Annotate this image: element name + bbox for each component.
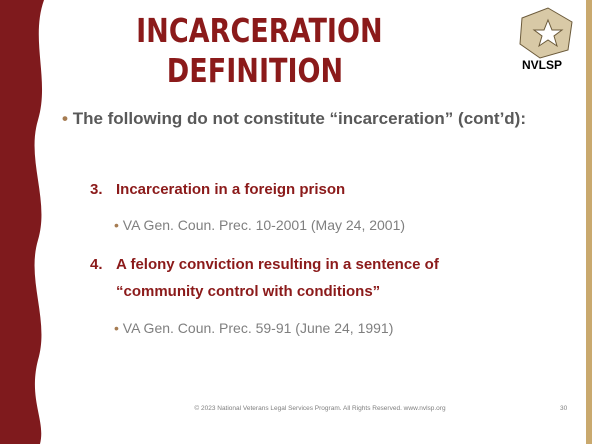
footer: © 2023 National Veterans Legal Services …: [194, 405, 446, 412]
title-line: INCARCERATION: [136, 11, 383, 50]
logo-mark: [519, 7, 573, 59]
intro: • The following do not constitute “incar…: [62, 109, 527, 128]
sub-item: • VA Gen. Coun. Prec. 59-91 (June 24, 19…: [114, 320, 394, 336]
left-band: [0, 0, 44, 444]
item: 3. Incarceration in a foreign prison: [90, 176, 530, 203]
right-strip: [586, 0, 592, 444]
sub-text: VA Gen. Coun. Prec. 59-91 (June 24, 1991…: [122, 320, 394, 336]
logo-text: NVLSP: [522, 58, 563, 72]
sub-text: VA Gen. Coun. Prec. 10-2001 (May 24, 200…: [122, 217, 406, 233]
sub-item: • VA Gen. Coun. Prec. 10-2001 (May 24, 2…: [114, 217, 406, 233]
page-number: 30: [560, 405, 568, 412]
title-line: DEFINITION: [166, 51, 344, 90]
item-text: Incarceration in a foreign prison: [116, 181, 346, 198]
item-number: 3.: [90, 181, 103, 198]
intro-text: The following do not constitute “incarce…: [72, 109, 527, 128]
item-number: 4.: [90, 256, 103, 273]
item-text: A felony conviction resulting in a sente…: [116, 256, 439, 300]
item: 4. A felony conviction resulting in a sen…: [90, 251, 530, 305]
